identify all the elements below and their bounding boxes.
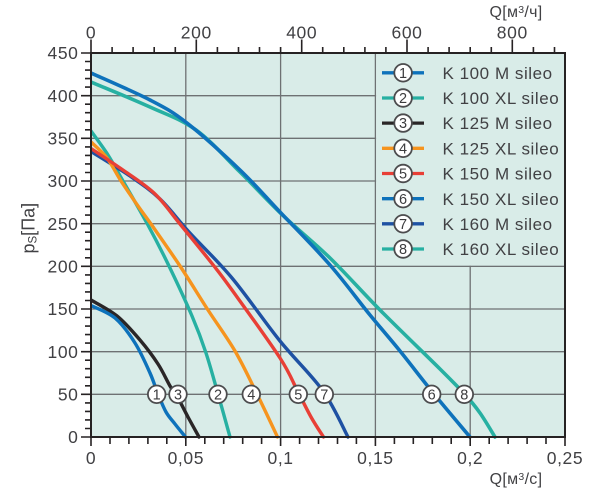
svg-text:450: 450 bbox=[48, 43, 79, 63]
svg-text:Q[м3/ч]: Q[м3/ч] bbox=[489, 4, 542, 21]
svg-text:1: 1 bbox=[153, 387, 161, 403]
svg-text:0,2: 0,2 bbox=[457, 448, 483, 468]
svg-text:100: 100 bbox=[48, 342, 79, 362]
svg-text:pS[Па]: pS[Па] bbox=[19, 203, 40, 254]
svg-text:4: 4 bbox=[399, 141, 407, 157]
svg-text:4: 4 bbox=[247, 387, 255, 403]
svg-text:800: 800 bbox=[497, 23, 528, 43]
svg-text:K 160 M sileo: K 160 M sileo bbox=[443, 215, 553, 234]
svg-text:0: 0 bbox=[68, 427, 78, 447]
svg-text:2: 2 bbox=[399, 91, 407, 107]
svg-text:0,05: 0,05 bbox=[168, 448, 204, 468]
svg-text:6: 6 bbox=[428, 387, 436, 403]
svg-text:3: 3 bbox=[174, 387, 182, 403]
svg-text:K 100 XL sileo: K 100 XL sileo bbox=[443, 89, 560, 108]
svg-text:0,25: 0,25 bbox=[547, 448, 583, 468]
svg-text:8: 8 bbox=[460, 387, 468, 403]
svg-text:2: 2 bbox=[214, 387, 222, 403]
svg-text:K 100 M sileo: K 100 M sileo bbox=[443, 64, 553, 83]
svg-text:5: 5 bbox=[294, 387, 302, 403]
svg-text:300: 300 bbox=[48, 171, 79, 191]
svg-text:K 150 XL sileo: K 150 XL sileo bbox=[443, 190, 560, 209]
svg-text:K 160 XL sileo: K 160 XL sileo bbox=[443, 240, 560, 259]
svg-text:600: 600 bbox=[392, 23, 423, 43]
svg-text:200: 200 bbox=[48, 257, 79, 277]
svg-text:8: 8 bbox=[399, 242, 407, 258]
svg-text:250: 250 bbox=[48, 214, 79, 234]
svg-text:K 125 XL sileo: K 125 XL sileo bbox=[443, 139, 560, 158]
svg-text:1: 1 bbox=[399, 66, 407, 82]
svg-text:7: 7 bbox=[399, 217, 407, 233]
svg-text:0: 0 bbox=[86, 23, 96, 43]
svg-text:7: 7 bbox=[320, 387, 328, 403]
svg-text:0,15: 0,15 bbox=[357, 448, 393, 468]
svg-text:6: 6 bbox=[399, 192, 407, 208]
svg-text:K 150 M sileo: K 150 M sileo bbox=[443, 165, 553, 184]
svg-text:5: 5 bbox=[399, 167, 407, 183]
svg-text:150: 150 bbox=[48, 299, 79, 319]
svg-text:0,1: 0,1 bbox=[268, 448, 294, 468]
svg-text:400: 400 bbox=[286, 23, 317, 43]
svg-text:0: 0 bbox=[86, 448, 96, 468]
svg-text:3: 3 bbox=[399, 116, 407, 132]
svg-text:400: 400 bbox=[48, 86, 79, 106]
svg-text:200: 200 bbox=[181, 23, 212, 43]
svg-text:Q[м3/с]: Q[м3/с] bbox=[490, 471, 543, 488]
svg-text:K 125 M sileo: K 125 M sileo bbox=[443, 114, 553, 133]
svg-text:50: 50 bbox=[58, 385, 79, 405]
svg-text:350: 350 bbox=[48, 129, 79, 149]
